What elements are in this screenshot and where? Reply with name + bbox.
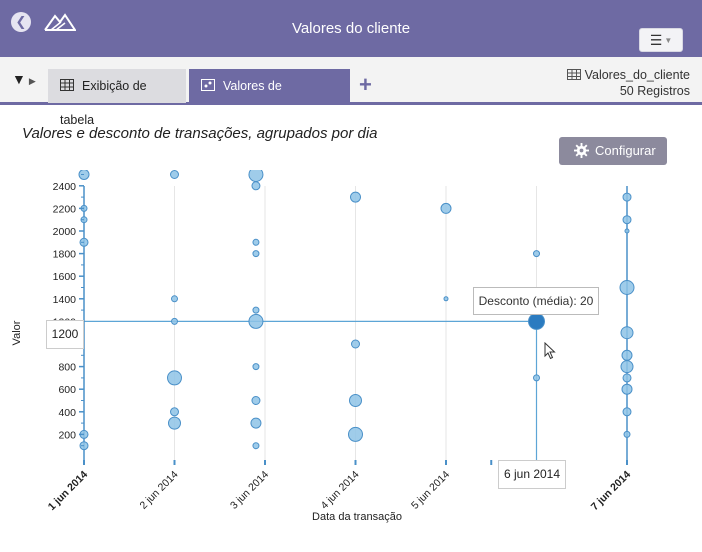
- y-tick-labels: 2004006008001000120014001600180020002200…: [53, 174, 84, 447]
- data-point[interactable]: [620, 326, 634, 340]
- x-axis-title: Data da transação: [312, 511, 402, 523]
- data-point[interactable]: [622, 192, 632, 202]
- data-point[interactable]: [623, 430, 631, 438]
- table-icon: [566, 69, 581, 80]
- data-point[interactable]: [251, 181, 261, 191]
- data-point[interactable]: [171, 317, 178, 325]
- menu-button[interactable]: ☰ ▼: [639, 28, 683, 52]
- y-tick-label: 1600: [53, 271, 77, 283]
- data-point[interactable]: [167, 370, 182, 386]
- chart-title: Valores e desconto de transações, agrupa…: [22, 125, 378, 142]
- data-point[interactable]: [619, 280, 635, 295]
- x-tick-label: 1 jun 2014: [46, 469, 91, 514]
- y-axis-title: Valor: [11, 320, 23, 345]
- data-point[interactable]: [350, 191, 361, 203]
- gear-icon: [574, 143, 589, 158]
- crosshair-y-value: 1200: [46, 320, 84, 349]
- data-point[interactable]: [622, 407, 632, 417]
- x-tick-label: 7 jun 2014: [589, 469, 634, 514]
- data-point[interactable]: [533, 374, 540, 382]
- tab-transaction-values[interactable]: Valores de transações: [189, 69, 350, 127]
- data-point[interactable]: [622, 373, 632, 383]
- y-tick-label: 1400: [53, 294, 77, 306]
- data-point[interactable]: [252, 442, 260, 450]
- point-tooltip: Desconto (média): 20: [473, 287, 599, 315]
- data-point[interactable]: [443, 296, 449, 302]
- title-bar: ❮ Valores do cliente ☰ ▼: [0, 0, 702, 57]
- y-tick-label: 1800: [53, 249, 77, 261]
- tab-label: Exibição de tabela: [60, 79, 147, 127]
- dataset-name: Valores_do_cliente: [584, 68, 690, 82]
- x-tick-label: 4 jun 2014: [318, 469, 361, 512]
- toolbar: ▼ ▶ Exibição de tabela Valores de transaç…: [0, 57, 702, 127]
- data-point[interactable]: [622, 215, 632, 225]
- data-point[interactable]: [252, 238, 260, 246]
- data-point[interactable]: [349, 394, 362, 407]
- record-count: 50 Registros: [619, 84, 690, 98]
- x-tick-label: 2 jun 2014: [137, 469, 180, 512]
- x-tick-label: 3 jun 2014: [228, 469, 271, 512]
- mouse-cursor-icon: [544, 342, 556, 360]
- data-point[interactable]: [624, 228, 630, 234]
- back-arrow-icon[interactable]: ❮: [11, 12, 31, 32]
- data-point[interactable]: [170, 407, 179, 417]
- filter-button[interactable]: ▼ ▶: [12, 71, 36, 87]
- mountain-logo-icon: [44, 13, 76, 31]
- chart-grid: [174, 186, 537, 460]
- data-point-highlighted[interactable]: [528, 312, 545, 330]
- table-icon: [60, 79, 74, 91]
- chart-icon: [201, 79, 215, 91]
- y-tick-label: 800: [58, 362, 76, 374]
- data-point[interactable]: [250, 417, 262, 429]
- data-point[interactable]: [621, 349, 633, 361]
- y-tick-label: 2000: [53, 226, 77, 238]
- y-tick-label: 2200: [53, 203, 77, 215]
- app-title: Valores do cliente: [291, 20, 411, 37]
- crosshair-x-value: 6 jun 2014: [498, 460, 566, 489]
- data-point[interactable]: [252, 250, 260, 258]
- chevron-down-icon: ▼: [664, 36, 673, 46]
- configure-label: Configurar: [595, 143, 656, 158]
- data-point[interactable]: [440, 202, 452, 214]
- data-point[interactable]: [533, 250, 540, 258]
- data-point[interactable]: [170, 170, 179, 179]
- caret-right-icon: ▶: [28, 76, 36, 86]
- data-point[interactable]: [348, 426, 363, 442]
- y-tick-label: 200: [58, 429, 76, 441]
- data-point[interactable]: [248, 313, 264, 329]
- data-point[interactable]: [168, 416, 181, 430]
- y-tick-label: 400: [58, 407, 76, 419]
- y-tick-label: 2400: [53, 181, 77, 193]
- data-point[interactable]: [252, 306, 260, 314]
- data-point[interactable]: [252, 363, 260, 371]
- data-point[interactable]: [251, 396, 261, 405]
- tab-label: Valores de transações: [201, 79, 282, 127]
- hamburger-menu-icon: ☰: [649, 32, 663, 48]
- tab-table-view[interactable]: Exibição de tabela: [48, 69, 186, 127]
- y-tick-label: 600: [58, 384, 76, 396]
- dataset-info: Valores_do_cliente 50 Registros: [566, 67, 690, 99]
- data-point[interactable]: [171, 295, 178, 303]
- filter-icon: ▼: [12, 71, 26, 87]
- scatter-chart[interactable]: 1 jun 2014 2 jun 2014 3 jun 2014 4 jun 2014…: [0, 170, 702, 540]
- data-point[interactable]: [620, 360, 634, 374]
- data-point[interactable]: [248, 170, 264, 182]
- data-point[interactable]: [621, 383, 633, 395]
- crosshair-guides: [70, 320, 538, 462]
- data-point[interactable]: [351, 339, 360, 349]
- configure-button[interactable]: Configurar: [559, 137, 667, 165]
- x-tick-label: 5 jun 2014: [409, 469, 452, 512]
- plus-icon[interactable]: +: [359, 72, 372, 97]
